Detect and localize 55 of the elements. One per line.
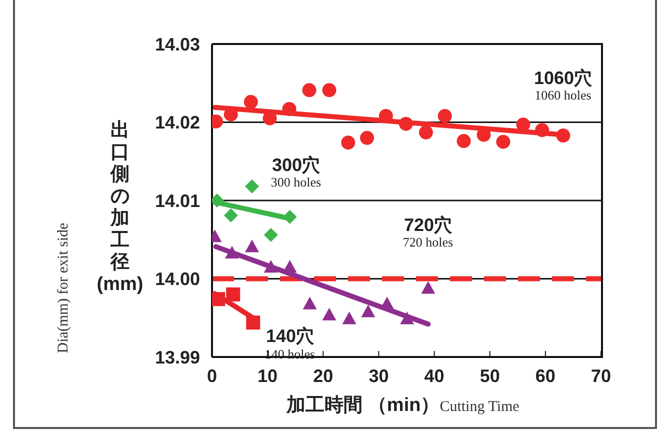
point — [226, 287, 240, 302]
point — [342, 312, 356, 324]
point — [264, 228, 278, 242]
point — [322, 308, 336, 320]
text: Cutting Time — [440, 399, 520, 415]
y-tick-label: 14.03 — [154, 34, 200, 54]
y-axis-title: 出口側の加工径(mm) — [96, 120, 144, 296]
point — [496, 134, 510, 149]
y-tick-label: 13.99 — [154, 347, 200, 368]
point — [556, 128, 570, 143]
point — [212, 292, 226, 306]
point — [302, 296, 317, 310]
x-tick-label: 20 — [313, 366, 334, 386]
annotation: 720 holes — [402, 234, 454, 250]
point — [421, 281, 436, 294]
annotation: 300 holes — [270, 174, 322, 190]
y-tick-label: 14.01 — [154, 190, 200, 211]
point — [400, 312, 414, 324]
point — [245, 240, 260, 252]
annotation: 140穴 — [266, 326, 314, 346]
x-tick-label: 10 — [258, 366, 278, 386]
y-tick-label: 14.00 — [154, 269, 200, 290]
point — [438, 108, 452, 123]
point — [264, 260, 278, 273]
x-tick-label: 40 — [424, 366, 444, 386]
point — [341, 136, 356, 150]
point — [380, 296, 394, 310]
x-axis-title: 加工時間 （min） — [286, 395, 440, 416]
point — [456, 134, 471, 148]
x-tick-label: 0 — [206, 366, 218, 386]
annotation: 720穴 — [404, 215, 452, 235]
x-tick-label: 50 — [480, 366, 500, 386]
point — [282, 102, 296, 116]
annotation: 1060 holes — [534, 88, 592, 102]
x-tick-label: 60 — [535, 366, 556, 386]
point — [360, 130, 374, 145]
point — [302, 83, 316, 98]
point — [225, 246, 240, 259]
point — [282, 210, 297, 224]
annotation: 1060穴 — [534, 68, 592, 88]
y-tick-label: 14.02 — [154, 112, 200, 133]
x-tick-label: 70 — [590, 366, 612, 386]
point — [245, 179, 260, 194]
point — [398, 116, 413, 131]
text: Dia(mm) for exit side — [56, 222, 72, 354]
point — [418, 125, 433, 140]
point — [224, 208, 238, 222]
point — [361, 304, 376, 318]
point — [244, 94, 258, 109]
point — [535, 123, 550, 138]
point — [246, 316, 260, 330]
point — [282, 260, 297, 273]
x-tick-label: 30 — [368, 366, 389, 386]
annotation: 300穴 — [272, 155, 320, 175]
point — [322, 83, 336, 98]
